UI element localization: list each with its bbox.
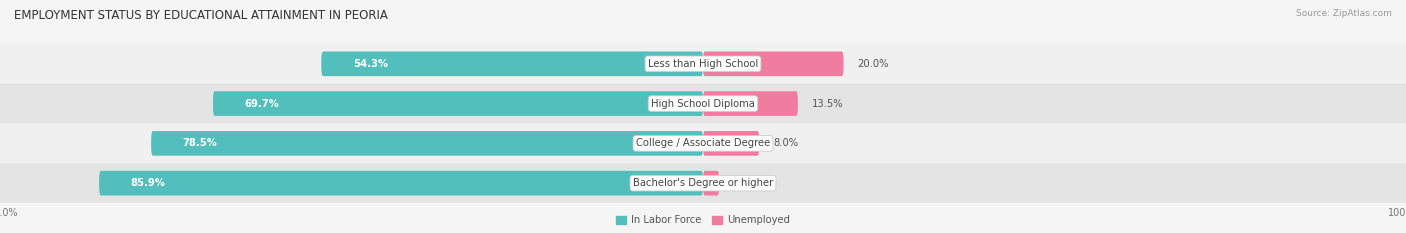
- FancyBboxPatch shape: [703, 171, 720, 195]
- FancyBboxPatch shape: [212, 91, 703, 116]
- FancyBboxPatch shape: [98, 171, 703, 195]
- FancyBboxPatch shape: [0, 44, 1406, 84]
- FancyBboxPatch shape: [0, 163, 1406, 203]
- FancyBboxPatch shape: [0, 84, 1406, 123]
- FancyBboxPatch shape: [321, 51, 703, 76]
- Text: 85.9%: 85.9%: [131, 178, 166, 188]
- Text: 69.7%: 69.7%: [245, 99, 280, 109]
- Text: 20.0%: 20.0%: [858, 59, 889, 69]
- Text: EMPLOYMENT STATUS BY EDUCATIONAL ATTAINMENT IN PEORIA: EMPLOYMENT STATUS BY EDUCATIONAL ATTAINM…: [14, 9, 388, 22]
- FancyBboxPatch shape: [703, 51, 844, 76]
- Legend: In Labor Force, Unemployed: In Labor Force, Unemployed: [612, 211, 794, 230]
- FancyBboxPatch shape: [703, 91, 799, 116]
- FancyBboxPatch shape: [703, 131, 759, 156]
- Text: 2.3%: 2.3%: [734, 178, 758, 188]
- FancyBboxPatch shape: [152, 131, 703, 156]
- FancyBboxPatch shape: [0, 123, 1406, 163]
- Text: Less than High School: Less than High School: [648, 59, 758, 69]
- Text: 8.0%: 8.0%: [773, 138, 799, 148]
- Text: High School Diploma: High School Diploma: [651, 99, 755, 109]
- Text: Source: ZipAtlas.com: Source: ZipAtlas.com: [1296, 9, 1392, 18]
- Text: Bachelor's Degree or higher: Bachelor's Degree or higher: [633, 178, 773, 188]
- Text: 54.3%: 54.3%: [353, 59, 388, 69]
- Text: 78.5%: 78.5%: [183, 138, 218, 148]
- Text: College / Associate Degree: College / Associate Degree: [636, 138, 770, 148]
- Text: 13.5%: 13.5%: [813, 99, 844, 109]
